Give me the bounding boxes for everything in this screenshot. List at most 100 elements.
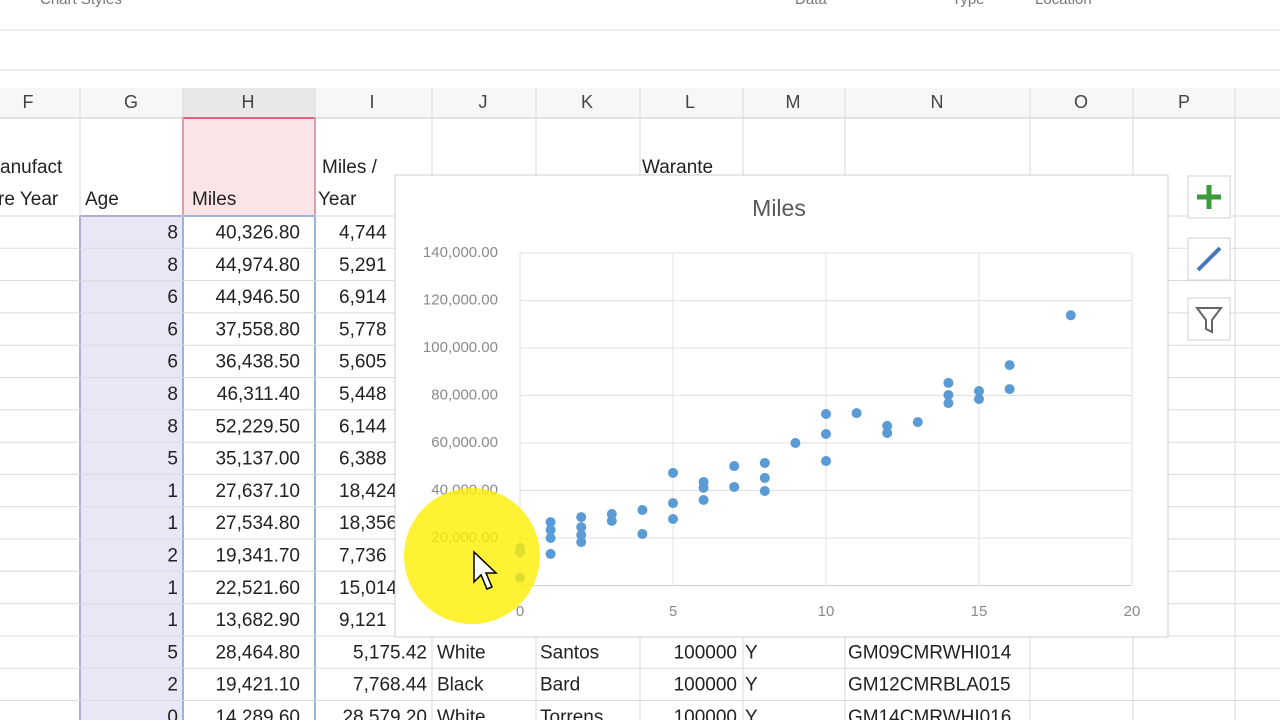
data-point: [729, 481, 740, 492]
table-cell: Santos: [540, 642, 599, 663]
data-point: [759, 472, 770, 483]
table-cell: 100000: [674, 675, 737, 696]
table-cell: 6: [167, 352, 178, 373]
header-cell: Miles: [192, 189, 236, 210]
column-letter: L: [685, 92, 695, 112]
table-cell: 15,014: [339, 578, 398, 599]
x-tick-label: 0: [516, 603, 524, 620]
data-point: [882, 428, 893, 439]
table-cell: 44,946.50: [215, 287, 300, 308]
table-cell: Y: [745, 642, 758, 663]
data-point: [759, 485, 770, 496]
table-cell: 5,778: [339, 319, 387, 340]
table-cell: 27,637.10: [215, 481, 300, 502]
data-point: [698, 495, 709, 505]
table-cell: 8: [167, 223, 178, 244]
header-cell: anufact: [0, 157, 63, 178]
data-point: [668, 514, 678, 524]
column-letter: F: [23, 92, 34, 112]
table-cell: GM09CMRWHI014: [848, 642, 1012, 663]
chart[interactable]: Miles 20,000.0040,000.0060,000.0080,000.…: [394, 174, 1169, 638]
table-cell: 2: [167, 675, 178, 696]
funnel-icon: [1195, 307, 1223, 334]
table-cell: 1: [167, 578, 178, 599]
column-letter: K: [581, 92, 593, 112]
table-cell: 8: [167, 255, 178, 276]
table-cell: 52,229.50: [215, 416, 300, 437]
table-cell: White: [437, 707, 486, 720]
data-point: [637, 528, 648, 539]
data-point: [698, 482, 709, 493]
data-point: [576, 522, 587, 533]
chart-filters-button[interactable]: [1187, 297, 1231, 341]
data-point: [637, 504, 648, 515]
ribbon-group-label: Data: [795, 0, 827, 8]
table-cell: 46,311.40: [217, 384, 300, 405]
chart-title: Miles: [752, 195, 806, 221]
table-cell: Bard: [540, 675, 580, 696]
x-tick-label: 15: [971, 603, 988, 620]
data-point: [943, 390, 954, 401]
column-letter: H: [242, 92, 255, 112]
table-cell: Black: [437, 675, 484, 696]
data-point: [821, 456, 831, 467]
y-tick-label: 120,000.00: [423, 291, 498, 308]
column-letter: G: [124, 92, 138, 112]
data-point: [668, 498, 678, 509]
table-cell: 9,121: [339, 610, 387, 631]
x-tick-label: 20: [1124, 603, 1141, 620]
data-point: [576, 512, 587, 523]
chart-buttons: [1187, 175, 1231, 341]
table-cell: 28,579.20: [342, 707, 427, 720]
data-point: [759, 457, 770, 468]
data-point: [851, 408, 862, 419]
table-cell: 4,744: [339, 223, 387, 244]
table-cell: 18,424: [339, 481, 398, 502]
column-letter: N: [931, 92, 944, 112]
data-point: [576, 537, 587, 548]
column-letter: M: [786, 92, 801, 112]
data-point: [729, 461, 740, 472]
header-selection: [182, 117, 316, 217]
table-cell: 14,289.60: [215, 707, 300, 720]
table-cell: 19,421.10: [215, 675, 300, 696]
mouse-cursor: [473, 550, 498, 590]
x-tick-label: 10: [818, 603, 835, 620]
selected-column-header: [183, 88, 315, 118]
data-point: [545, 533, 556, 543]
table-cell: GM14CMRWHI016: [848, 707, 1011, 720]
table-cell: 19,341.70: [215, 546, 300, 567]
data-point: [912, 417, 923, 428]
table-cell: 18,356: [339, 513, 397, 534]
cursor-highlight: [404, 488, 540, 624]
column-letter: O: [1074, 92, 1088, 112]
table-cell: 5,175.42: [353, 642, 427, 663]
data-point: [545, 517, 556, 528]
table-cell: 13,682.90: [215, 610, 300, 631]
data-point: [790, 438, 801, 448]
table-cell: 1: [167, 610, 178, 631]
data-point: [821, 409, 831, 420]
data-point: [1004, 360, 1015, 371]
table-cell: 5: [167, 449, 178, 470]
brush-icon: [1196, 246, 1222, 272]
table-cell: 6,388: [339, 449, 387, 470]
y-tick-label: 80,000.00: [431, 386, 498, 403]
ribbon-group-label: Type: [952, 0, 985, 8]
column-letter: P: [1178, 92, 1190, 112]
column-letter: I: [369, 92, 374, 112]
header-cell: Miles /: [322, 157, 378, 178]
table-cell: 44,974.80: [215, 255, 300, 276]
table-cell: 0: [167, 707, 178, 720]
table-cell: Y: [745, 675, 758, 696]
data-point: [821, 428, 831, 439]
table-cell: 5,448: [339, 384, 387, 405]
data-point: [545, 524, 556, 535]
table-cell: Y: [745, 707, 758, 720]
x-tick-label: 5: [669, 603, 677, 620]
table-cell: 40,326.80: [215, 223, 300, 244]
data-point: [1065, 310, 1076, 321]
table-cell: 27,534.80: [215, 513, 300, 534]
data-point: [606, 515, 617, 526]
data-point: [668, 467, 678, 478]
